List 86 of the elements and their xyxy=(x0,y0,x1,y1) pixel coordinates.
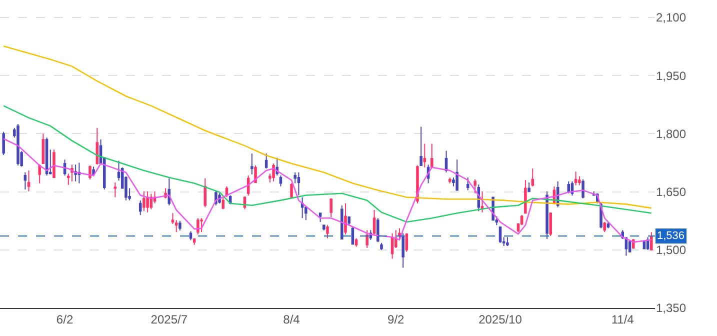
candlestick xyxy=(318,212,322,223)
candlestick xyxy=(254,164,257,183)
candlestick xyxy=(204,178,207,208)
x-tick-label: 8/4 xyxy=(283,312,300,326)
candlestick xyxy=(279,175,282,187)
candlestick xyxy=(142,190,146,212)
candlestick xyxy=(405,232,408,252)
y-tick-label: 1,800 xyxy=(656,126,686,141)
candlestick xyxy=(178,220,182,232)
candlestick xyxy=(376,218,380,243)
candlestick xyxy=(567,180,570,193)
candlestick xyxy=(74,164,77,182)
candlestick xyxy=(264,152,268,170)
candlestick xyxy=(402,232,404,268)
candlestick xyxy=(480,190,484,213)
candlestick xyxy=(420,126,422,166)
candlestick xyxy=(2,131,5,156)
candlestick xyxy=(531,168,534,187)
candlestick xyxy=(390,232,394,260)
candlestick xyxy=(340,204,344,240)
candlestick xyxy=(27,170,30,192)
candlestick xyxy=(16,124,20,166)
candlestick xyxy=(456,159,458,191)
candlestick xyxy=(466,176,470,191)
candlestick xyxy=(380,242,383,250)
candlestick xyxy=(52,149,56,178)
candlestick xyxy=(574,171,578,186)
candlestick xyxy=(582,178,584,199)
candlestick xyxy=(326,224,329,239)
candlestick xyxy=(524,180,527,214)
candlestick xyxy=(430,143,434,168)
candlestick xyxy=(192,238,196,246)
candlestick xyxy=(650,232,653,250)
x-tick-label: 9/2 xyxy=(388,312,405,326)
candlestick xyxy=(42,133,45,164)
line-series xyxy=(2,138,652,243)
candlestick xyxy=(506,236,509,247)
candlestick xyxy=(578,176,581,186)
candlestick xyxy=(474,178,476,194)
candlestick xyxy=(96,127,99,166)
candlestick xyxy=(38,164,41,184)
candlestick xyxy=(200,218,203,233)
candlestick xyxy=(366,230,368,248)
candlestick xyxy=(330,198,332,218)
y-tick-label: 1,350 xyxy=(656,301,686,316)
candlestick xyxy=(92,166,95,177)
candlestick xyxy=(300,196,304,219)
candlestick xyxy=(78,162,81,184)
candlestick xyxy=(146,190,149,213)
candlestick xyxy=(114,182,117,198)
candlestick xyxy=(354,238,358,248)
candlestick xyxy=(297,172,300,196)
y-tick-label: 2,100 xyxy=(656,10,686,25)
candlestick xyxy=(351,226,354,245)
x-tick-label: 2025/7 xyxy=(150,312,188,326)
candlestick xyxy=(448,176,452,184)
candlestick xyxy=(196,218,200,235)
candlestick xyxy=(423,143,426,168)
x-tick-label: 11/4 xyxy=(611,312,634,326)
candlestick xyxy=(88,164,92,180)
candlestick xyxy=(498,226,502,244)
candlestick xyxy=(344,202,347,235)
candlestick xyxy=(168,178,171,206)
candlestick xyxy=(272,163,275,182)
candlestick xyxy=(322,224,326,232)
candlestick xyxy=(444,150,448,173)
candlestick xyxy=(250,152,254,175)
y-tick-label: 1,650 xyxy=(656,185,686,199)
candlestick xyxy=(603,222,606,233)
candlestick xyxy=(348,216,350,226)
candlestick xyxy=(290,182,293,199)
line-series xyxy=(2,105,652,223)
candlestick xyxy=(546,190,548,240)
candlestick xyxy=(24,172,27,190)
candlestick xyxy=(189,230,192,241)
line-series xyxy=(2,46,652,209)
candlestick xyxy=(138,200,142,216)
x-tick-label: 2025/10 xyxy=(478,312,522,326)
candlestick xyxy=(372,210,376,236)
candlestick xyxy=(528,182,530,193)
y-tick-label: 1,950 xyxy=(656,68,686,83)
ref-line-label: 1,536 xyxy=(657,230,685,242)
candlestick xyxy=(549,212,552,236)
y-tick-label: 1,500 xyxy=(656,243,686,258)
x-tick-label: 6/2 xyxy=(56,312,74,326)
candlestick xyxy=(222,196,225,210)
